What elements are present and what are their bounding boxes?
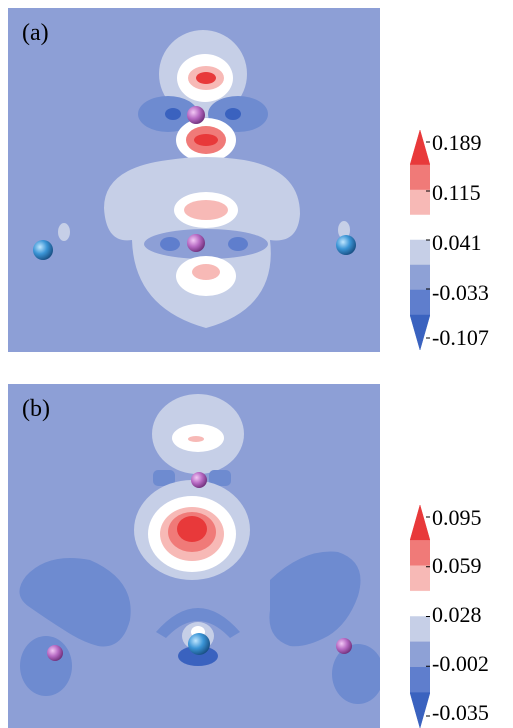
contour-region — [332, 644, 380, 704]
atom-sphere-blue — [33, 240, 53, 260]
colorbar-swatch — [410, 214, 430, 241]
colorbar-tick-label: -0.033 — [432, 280, 489, 305]
contour-region — [338, 221, 350, 239]
atom-sphere-purple — [191, 472, 207, 488]
panel-label: (b) — [22, 396, 50, 422]
colorbar-tick-label: 0.059 — [432, 553, 482, 578]
colorbar-swatch — [410, 164, 430, 191]
contour-region — [269, 551, 361, 647]
colorbar-tick-label: 0.028 — [432, 602, 482, 627]
contour-region — [153, 470, 175, 486]
contour-panel-a: (a) — [8, 8, 380, 352]
colorbar-tick-label: -0.002 — [432, 651, 489, 676]
atom-sphere-purple — [47, 645, 63, 661]
colorbar-swatch — [410, 641, 430, 668]
colorbar-tick-label: 0.189 — [432, 130, 482, 155]
atom-sphere-purple — [187, 106, 205, 124]
contour-region — [178, 646, 218, 666]
atom-sphere-blue — [336, 235, 356, 255]
colorbar-swatch — [410, 590, 430, 618]
colorbar-a: 0.189 0.115 0.041 -0.033 -0.107 — [410, 130, 513, 350]
colorbar-swatch — [410, 540, 430, 567]
colorbar-swatch — [410, 505, 430, 541]
density-map-a — [8, 8, 380, 352]
colorbar-swatches — [410, 505, 430, 728]
contour-region — [160, 237, 180, 251]
colorbar-tick-label: -0.035 — [432, 700, 489, 725]
contour-region — [225, 108, 241, 120]
contour-region — [184, 200, 228, 220]
colorbar-swatch — [410, 264, 430, 291]
colorbar-swatch — [410, 667, 430, 694]
colorbar-tick-label: 0.095 — [432, 505, 482, 530]
contour-region — [209, 470, 231, 486]
contour-region — [19, 558, 131, 647]
colorbar-swatch — [410, 239, 430, 266]
contour-region — [192, 264, 220, 280]
contour-region — [58, 223, 70, 241]
colorbar-tick-label: 0.041 — [432, 230, 482, 255]
colorbar-swatch — [410, 692, 430, 728]
colorbar-b: 0.095 0.059 0.028 -0.002 -0.035 — [410, 505, 513, 728]
contour-region — [188, 436, 204, 442]
colorbar-swatch — [410, 565, 430, 592]
colorbar-swatch — [410, 189, 430, 216]
colorbar-swatches — [410, 130, 430, 350]
contour-panel-b: (b) — [8, 384, 380, 728]
colorbar-swatch — [410, 616, 430, 643]
contour-region — [144, 229, 268, 259]
colorbar-tick-label: 0.115 — [432, 180, 481, 205]
colorbar-swatch — [410, 130, 430, 166]
atom-sphere-blue — [188, 633, 210, 655]
contour-region — [20, 636, 72, 696]
colorbar-swatch — [410, 314, 430, 350]
panel-label: (a) — [22, 20, 49, 46]
density-map-b — [8, 384, 380, 728]
colorbar-swatch — [410, 289, 430, 316]
contour-region — [228, 237, 248, 251]
colorbar-tick-label: -0.107 — [432, 325, 489, 350]
contour-region — [194, 134, 218, 146]
contour-region — [156, 608, 240, 638]
contour-region — [177, 516, 207, 542]
contour-region — [196, 72, 216, 84]
atom-sphere-purple — [187, 234, 205, 252]
contour-region — [165, 108, 181, 120]
atom-sphere-purple — [336, 638, 352, 654]
